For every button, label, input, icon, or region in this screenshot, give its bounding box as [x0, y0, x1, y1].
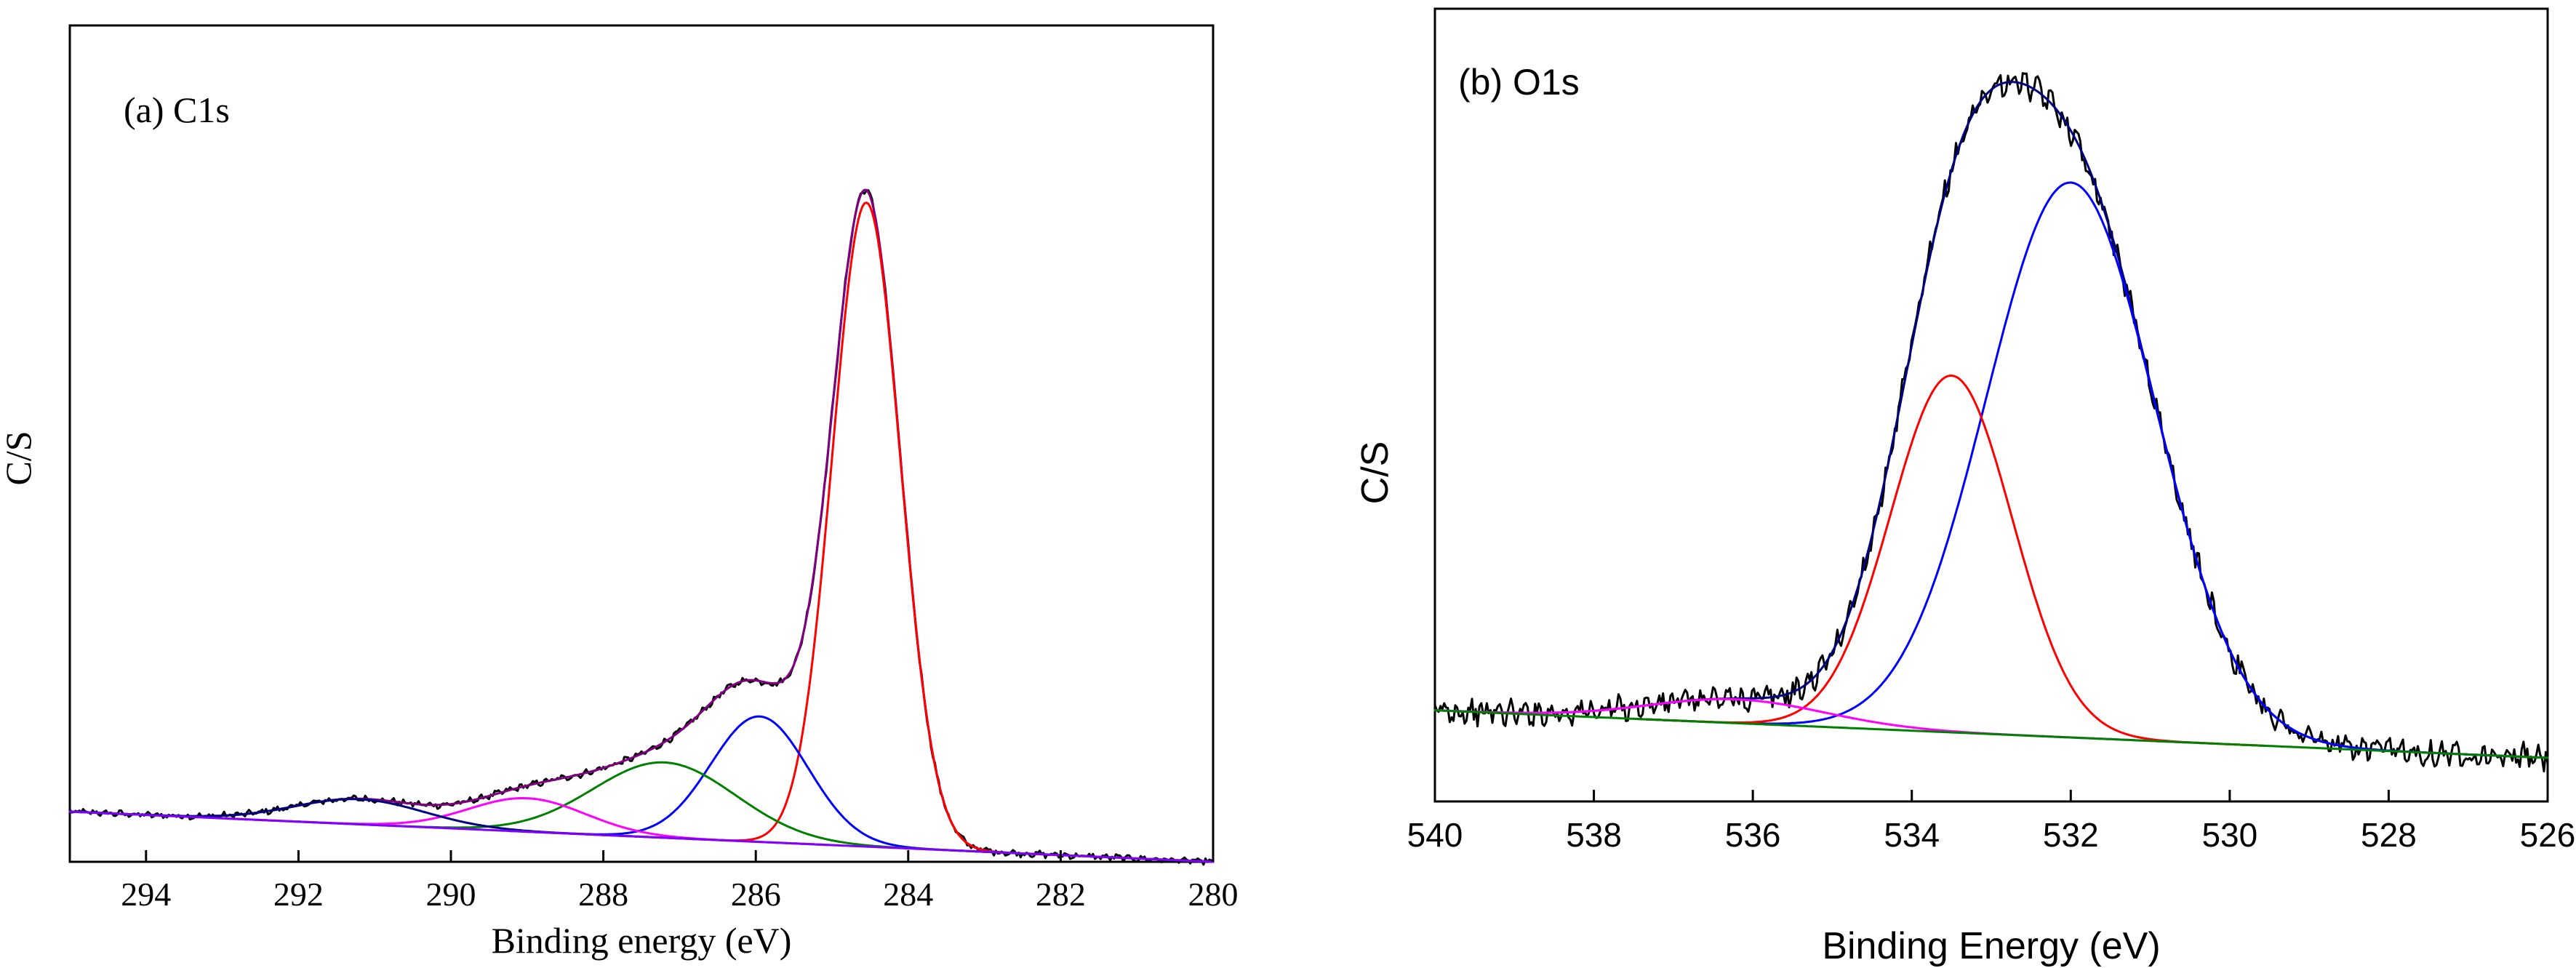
c1s-x-axis-label: Binding energy (eV)	[492, 920, 792, 961]
c1s-envelope-curve-0	[68, 189, 1215, 866]
c1s-fit-sum-curve-1	[68, 188, 1215, 863]
o1s-baseline-curve-5	[1433, 709, 2549, 759]
o1s-x-tick-label-7: 526	[2520, 816, 2576, 854]
o1s-x-tick-label-3: 534	[1884, 816, 1940, 854]
o1s-x-tick-label-6: 528	[2361, 816, 2417, 854]
o1s-x-tick-label-0: 540	[1407, 816, 1463, 854]
c1s-x-tick-label-6: 282	[1036, 876, 1086, 913]
c1s-x-tick-label-4: 286	[731, 876, 781, 913]
o1s-panel: 540 538 536 534 532 530 528 526 (b) O1s Binding…	[1354, 7, 2576, 967]
c1s-panel-label: (a) C1s	[124, 89, 230, 130]
o1s-x-tick-label-2: 536	[1725, 816, 1781, 854]
o1s-x-tick-label-4: 532	[2043, 816, 2099, 854]
c1s-component-curve-2	[689, 201, 1043, 856]
c1s-plot-frame	[68, 24, 1215, 863]
o1s-fit-sum-curve-1	[1433, 81, 2549, 759]
c1s-x-tick-label-3: 288	[578, 876, 628, 913]
c1s-x-ticks: 294 292 290 288 286 284 282 280	[121, 850, 1239, 913]
o1s-x-ticks: 540 538 536 534 532 530 528 526	[1407, 790, 2576, 854]
c1s-x-tick-label-2: 290	[426, 876, 476, 913]
o1s-component-curve-3	[1636, 375, 2267, 747]
c1s-x-tick-label-1: 292	[273, 876, 324, 913]
c1s-y-axis-label: C/S	[0, 431, 39, 485]
o1s-x-tick-label-1: 538	[1566, 816, 1622, 854]
o1s-plot-frame	[1433, 7, 2549, 803]
o1s-x-axis-label: Binding Energy (eV)	[1822, 925, 2160, 967]
c1s-baseline-curve-7	[68, 810, 1215, 863]
o1s-x-tick-label-5: 530	[2201, 816, 2257, 854]
o1s-component-curve-2	[1633, 181, 2508, 758]
o1s-curves	[1433, 72, 2549, 772]
o1s-panel-label: (b) O1s	[1458, 62, 1580, 103]
c1s-panel: 294 292 290 288 286 284 282 280 (a) C1s Binding…	[0, 24, 1239, 961]
c1s-x-tick-label-5: 284	[883, 876, 933, 913]
o1s-y-axis-label: C/S	[1354, 441, 1396, 505]
c1s-curves	[68, 188, 1215, 866]
c1s-x-tick-label-0: 294	[121, 876, 171, 913]
o1s-envelope-curve-0	[1433, 72, 2549, 772]
c1s-component-curve-3	[507, 715, 1012, 855]
c1s-x-tick-label-7: 280	[1188, 876, 1239, 913]
